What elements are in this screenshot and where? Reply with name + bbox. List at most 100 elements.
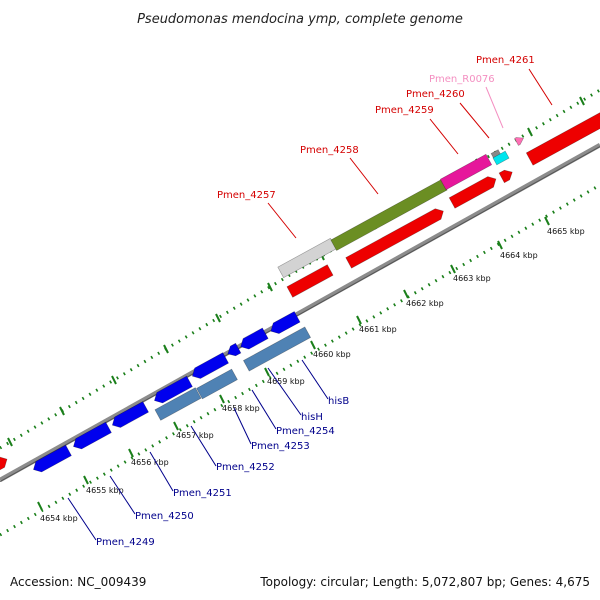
feature-cds [448,176,497,209]
feature-olive [330,179,448,251]
feature-shape [286,264,334,298]
gene-label-hisb[interactable]: hisB [328,396,349,407]
feature-shape [240,327,269,350]
feature-cds-reverse [227,342,242,357]
feature-track [0,111,600,473]
tick-label: 4658 kbp [222,404,260,413]
feature-shape [111,401,149,428]
feature-shape [154,375,193,404]
feature-cds-reverse [154,375,193,404]
gene-label-pmen-4257[interactable]: Pmen_4257 [217,190,276,201]
major-tick [7,437,13,447]
gene-label-pmen-4250[interactable]: Pmen_4250 [135,511,194,522]
feature-cds-reverse [73,421,112,450]
gene-label-pmen-4249[interactable]: Pmen_4249 [96,537,155,548]
feature-shape [330,179,448,251]
leader-line [149,451,174,492]
major-tick [128,448,134,458]
feature-gene [243,326,311,372]
gene-label-pmen-r0076[interactable]: Pmen_R0076 [429,74,495,85]
accession-text: Accession: NC_009439 [10,575,146,589]
major-tick [527,127,533,137]
tick-label: 4660 kbp [313,350,351,359]
ruler-dots [0,183,600,537]
feature-shape [498,169,513,184]
feature-cds [0,456,8,473]
feature-cds-reverse [240,327,269,350]
gene-label-hish[interactable]: hisH [301,412,323,423]
leader-line [485,86,504,129]
major-tick [215,313,221,323]
major-tick [83,475,89,485]
feature-shape [492,150,510,166]
backbone-line [0,143,600,482]
feature-cds-reverse [33,444,72,473]
major-tick [37,501,43,511]
major-tick [310,340,316,350]
leader-line [459,102,490,139]
feature-cds [525,111,600,166]
gene-label-pmen-4254[interactable]: Pmen_4254 [276,426,335,437]
tick-label: 4659 kbp [267,377,305,386]
feature-gene [196,368,238,400]
major-tick [267,282,273,292]
feature-shape [191,352,229,379]
major-tick [163,344,169,354]
major-tick [579,96,585,106]
tick-label: 4664 kbp [500,251,538,260]
feature-shape [196,368,238,400]
feature-cds [345,208,444,269]
feature-magenta [439,153,493,191]
leader-line [528,68,553,106]
major-tick [544,216,550,226]
leader-line [233,407,252,445]
map-title: Pseudomonas mendocina ymp, complete geno… [137,12,463,27]
gene-label-pmen-4252[interactable]: Pmen_4252 [216,462,275,473]
feature-shape [227,342,242,357]
gene-label-pmen-4253[interactable]: Pmen_4253 [251,441,310,452]
tick-label: 4663 kbp [453,274,491,283]
feature-shape [345,208,444,269]
kbp-tick-labels: 4654 kbp 4655 kbp 4656 kbp 4657 kbp 4658… [40,227,585,523]
major-tick [403,289,409,299]
major-tick [111,375,117,385]
feature-gene [154,387,202,421]
leader-line [251,389,277,430]
major-tick [356,315,362,325]
gene-label-pmen-4258[interactable]: Pmen_4258 [300,145,359,156]
leader-line [190,425,217,467]
tick-label: 4662 kbp [406,299,444,308]
leader-line [429,118,459,155]
leader-line [267,367,302,416]
leader-line [67,497,97,541]
gene-labels: Pmen_4257 Pmen_4258 Pmen_4259 Pmen_4260 … [96,55,535,548]
feature-shape [73,421,112,450]
feature-shape [525,111,600,166]
feature-shape [33,444,72,473]
major-tick [59,406,65,416]
leader-line [301,359,329,400]
tick-label: 4661 kbp [359,325,397,334]
feature-shape [243,326,311,372]
feature-ncrna [514,137,524,146]
leader-line [349,157,379,195]
gene-label-pmen-4259[interactable]: Pmen_4259 [375,105,434,116]
feature-shape [448,176,497,209]
gene-label-pmen-4251[interactable]: Pmen_4251 [173,488,232,499]
feature-shape [0,456,8,473]
gene-label-pmen-4261[interactable]: Pmen_4261 [476,55,535,66]
tick-label: 4655 kbp [86,486,124,495]
major-tick [450,264,456,274]
gene-label-pmen-4260[interactable]: Pmen_4260 [406,89,465,100]
feature-shape [154,387,202,421]
feature-cds-reverse [111,401,149,428]
label-leader-lines [67,68,553,541]
tick-label: 4654 kbp [40,514,78,523]
feature-shape [270,311,301,334]
feature-cds [498,169,513,184]
feature-cds-reverse [270,311,301,334]
feature-trna [492,150,510,166]
major-tick [497,240,503,250]
leader-line [109,475,136,515]
